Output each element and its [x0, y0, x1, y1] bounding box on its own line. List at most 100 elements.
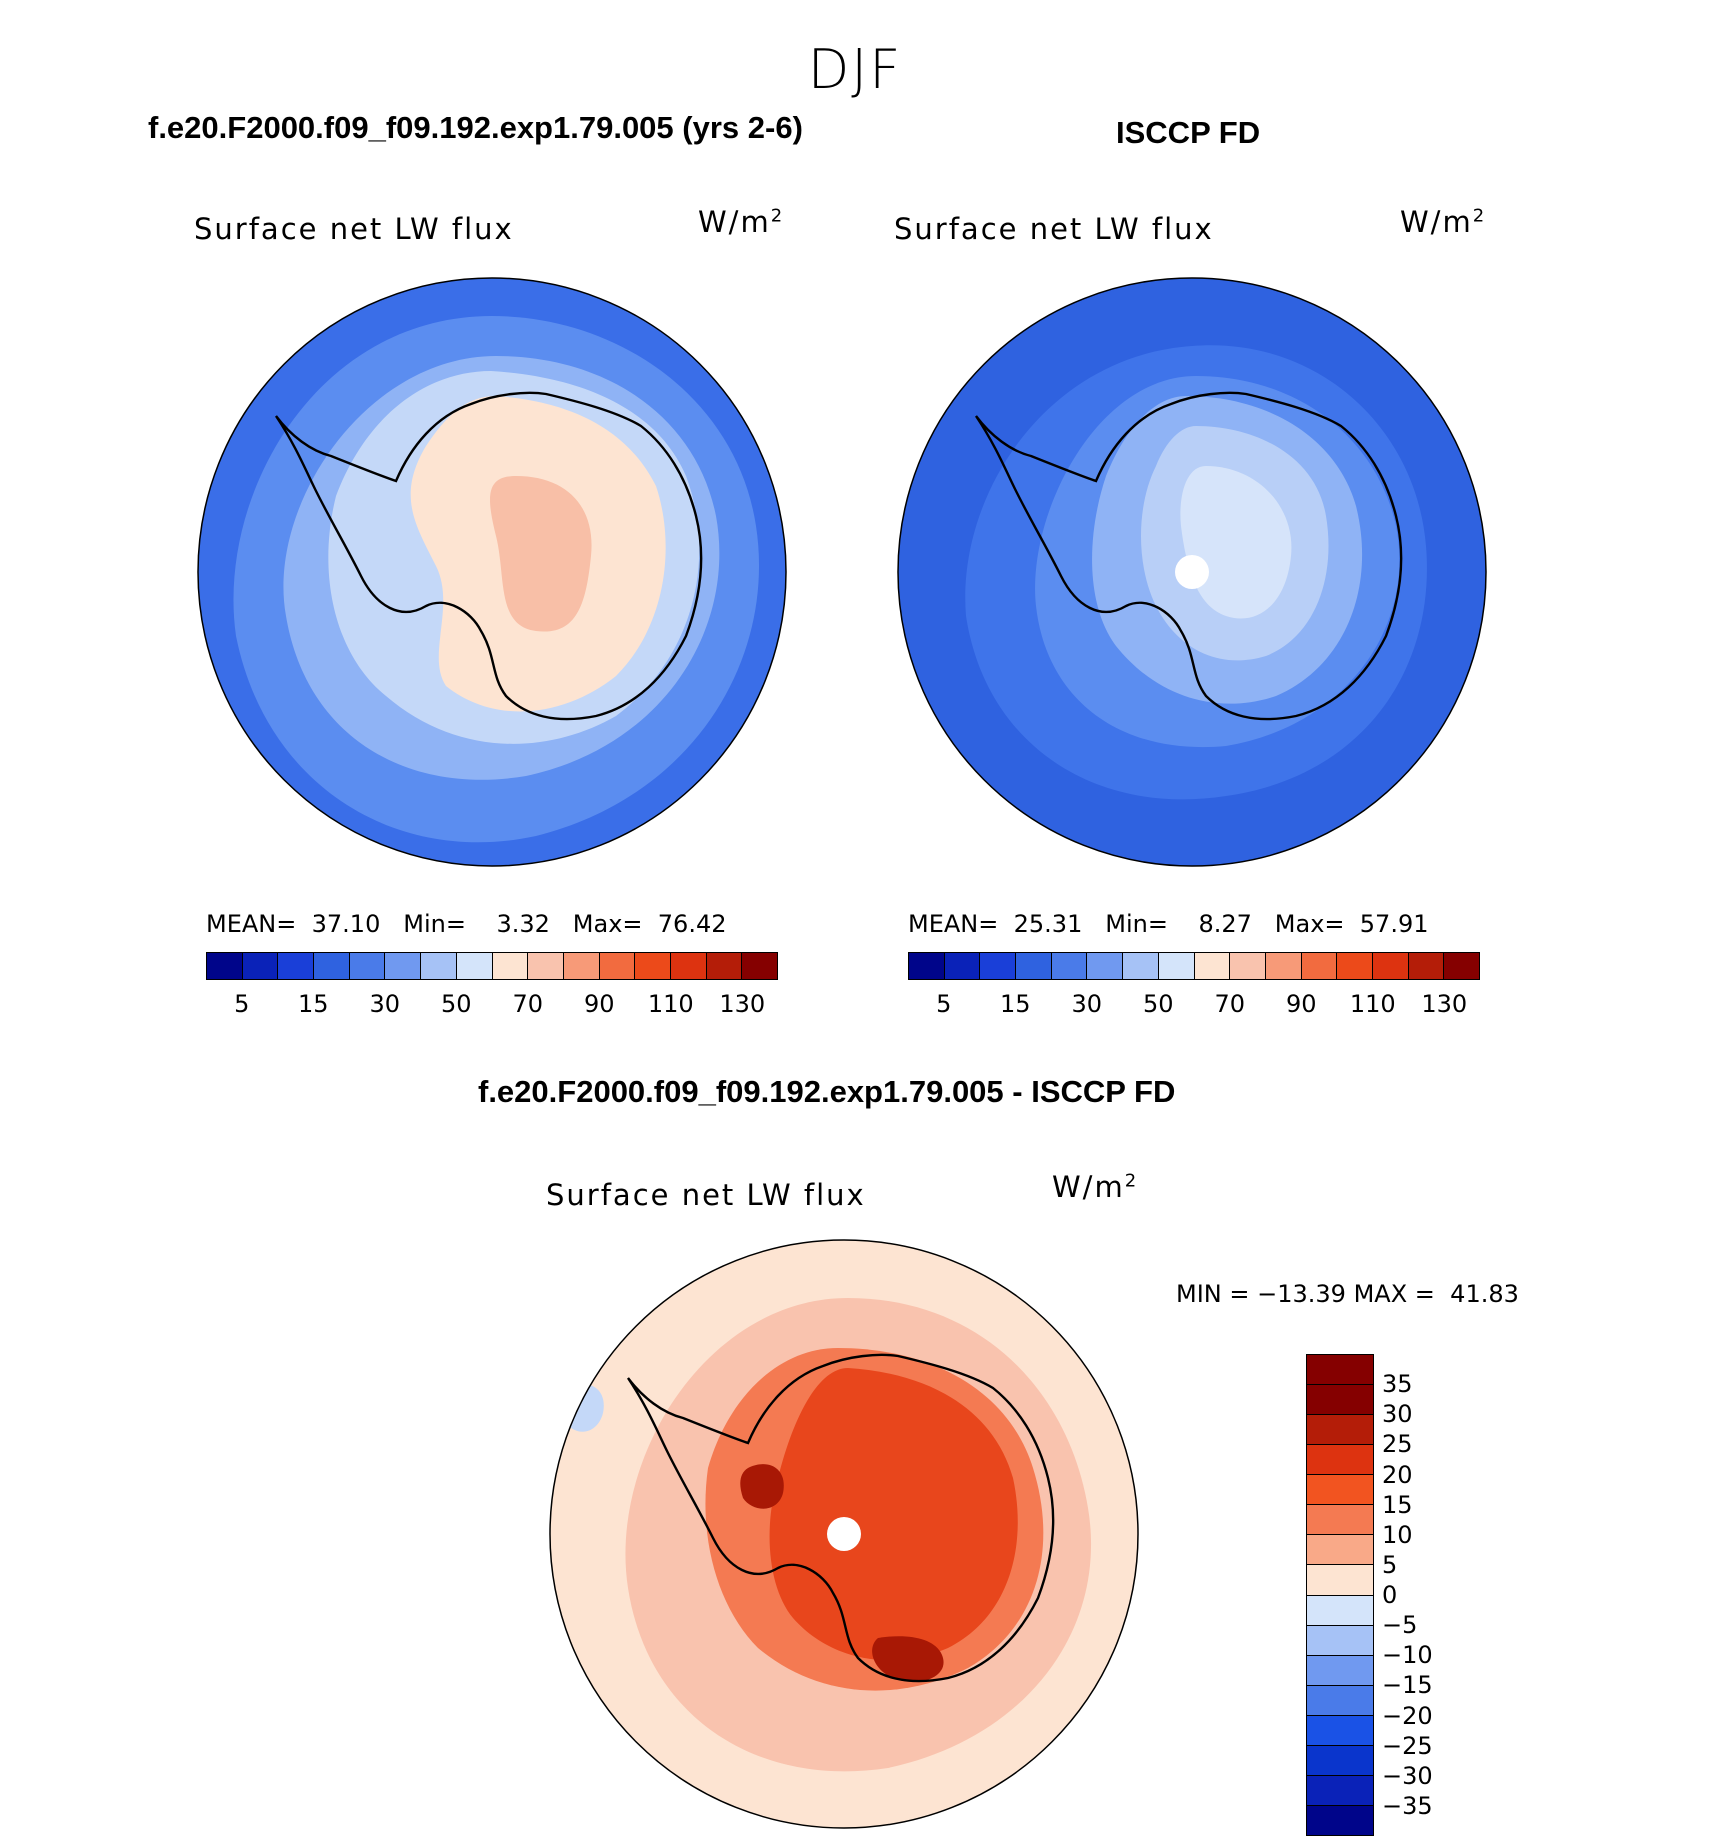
panel-1-colorbar-swatch — [455, 953, 492, 979]
diff-units-exp: 2 — [1124, 1170, 1139, 1192]
panel-1-colorbar — [206, 952, 778, 980]
diff-colorbar-swatch — [1307, 1804, 1373, 1835]
diff-colorbar-tick-label: −35 — [1382, 1791, 1433, 1820]
panel-1-coastline — [275, 391, 703, 721]
panel-1-max-value: 76.42 — [657, 910, 727, 938]
panel-1-polar-map — [197, 277, 787, 867]
diff-colorbar-tick-label: 10 — [1382, 1520, 1413, 1549]
diff-colorbar-swatch — [1307, 1444, 1373, 1475]
panel-2-colorbar-tick-label: 50 — [1142, 990, 1174, 1018]
diff-map-border — [549, 1239, 1139, 1829]
panel-1-min-label: Min= — [403, 910, 466, 938]
panel-1-variable-label: Surface net LW flux — [194, 212, 514, 246]
panel-1-colorbar-swatch — [313, 953, 349, 979]
panel-1-colorbar-swatch — [420, 953, 456, 979]
diff-units-base: W/m — [1052, 1170, 1125, 1204]
diff-colorbar-tick-label: −10 — [1382, 1641, 1433, 1670]
diff-colorbar-tick-label: 15 — [1382, 1490, 1413, 1519]
panel-2-colorbar-swatch — [1122, 953, 1158, 979]
diff-colorbar-ticks: 35 30 25 20 15 10 5 0 −5 −10 −15 −20 −25 −30 −35 — [1382, 1354, 1472, 1836]
diff-colorbar-swatch — [1307, 1684, 1373, 1715]
panel-1-colorbar-swatch — [207, 953, 242, 979]
diff-colorbar-swatch — [1307, 1594, 1373, 1625]
diff-pole-mask — [827, 1517, 861, 1551]
panel-1-mean-label: MEAN= — [206, 910, 297, 938]
panel-1-colorbar-swatch — [527, 953, 563, 979]
panel-2-colorbar-swatch — [1050, 953, 1087, 979]
diff-colorbar-swatch — [1307, 1504, 1373, 1535]
panel-1-colorbar-swatch — [705, 953, 742, 979]
diff-colorbar-swatch — [1307, 1474, 1373, 1505]
panel-1-colorbar-tick-label: 70 — [512, 990, 544, 1018]
panel-2-colorbar-tick-label: 5 — [936, 990, 952, 1018]
panel-1-mean-value: 37.10 — [311, 910, 381, 938]
diff-colorbar-tick-label: −20 — [1382, 1701, 1433, 1730]
diff-coastline — [627, 1353, 1055, 1683]
panel-1-colorbar-tick-label: 15 — [297, 990, 329, 1018]
panel-1-colorbar-swatch — [241, 953, 278, 979]
panel-1-colorbar-swatch — [348, 953, 385, 979]
panel-1-colorbar-tick-label: 110 — [647, 990, 694, 1018]
diff-colorbar-tick-label: −5 — [1382, 1611, 1418, 1640]
panel-1-colorbar-tick-label: 90 — [583, 990, 615, 1018]
panel-2-colorbar-swatch — [1407, 953, 1444, 979]
diff-colorbar — [1306, 1354, 1374, 1836]
panel-2-colorbar-ticks: 5 15 30 50 70 90 110 130 — [908, 990, 1480, 1020]
panel-2-colorbar-swatch — [1336, 953, 1372, 979]
panel-2-colorbar-swatch — [1264, 953, 1301, 979]
panel-2-coastline — [975, 391, 1403, 721]
panel-1-colorbar-tick-label: 5 — [234, 990, 250, 1018]
panel-2-polar-map — [897, 277, 1487, 867]
diff-units: W/m2 — [1052, 1170, 1138, 1204]
diff-colorbar-tick-label: −15 — [1382, 1671, 1433, 1700]
panel-2-colorbar-swatch — [1015, 953, 1051, 979]
panel-2-colorbar-swatch — [1086, 953, 1123, 979]
panel-1-colorbar-swatch — [491, 953, 528, 979]
panel-1-core — [490, 476, 592, 632]
panel-2-colorbar-tick-label: 110 — [1349, 990, 1396, 1018]
diff-colorbar-tick-label: 0 — [1382, 1581, 1398, 1609]
panel-1-units-exp: 2 — [770, 205, 785, 227]
panel-2-mean-value: 25.31 — [1013, 910, 1083, 938]
diff-polar-map — [549, 1239, 1139, 1829]
panel-2-colorbar-swatch — [1371, 953, 1408, 979]
diff-colorbar-swatch — [1307, 1744, 1373, 1775]
diff-max-label: MAX = — [1353, 1280, 1435, 1308]
panel-1-colorbar-swatch — [669, 953, 706, 979]
panel-1-stats: MEAN= 37.10 Min= 3.32 Max= 76.42 — [206, 910, 727, 938]
panel-2-colorbar-tick-label: 90 — [1285, 990, 1317, 1018]
panel-2-colorbar-swatch — [943, 953, 980, 979]
diff-title: f.e20.F2000.f09_f09.192.exp1.79.005 - IS… — [478, 1074, 1176, 1109]
diff-colorbar-tick-label: 20 — [1382, 1460, 1413, 1489]
panel-2-colorbar-swatch — [909, 953, 944, 979]
figure-title: DJF — [807, 38, 903, 101]
panel-2-colorbar-tick-label: 130 — [1421, 990, 1468, 1018]
panel-2-pole-mask — [1175, 555, 1209, 589]
panel-1-max-label: Max= — [572, 910, 643, 938]
panel-1-colorbar-tick-label: 30 — [369, 990, 401, 1018]
panel-2-colorbar-swatch — [1229, 953, 1265, 979]
panel-1-min-value: 3.32 — [496, 910, 550, 938]
panel-2-colorbar-swatch — [1300, 953, 1337, 979]
panel-2-colorbar-swatch — [1443, 953, 1479, 979]
diff-colorbar-swatch — [1307, 1414, 1373, 1445]
panel-2-colorbar-tick-label: 15 — [999, 990, 1031, 1018]
panel-2-units-base: W/m — [1400, 205, 1473, 239]
panel-2-colorbar-swatch — [1193, 953, 1230, 979]
panel-2-units-exp: 2 — [1472, 205, 1487, 227]
diff-stats: MIN = −13.39 MAX = 41.83 — [1176, 1280, 1519, 1308]
panel-1-colorbar-ticks: 5 15 30 50 70 90 110 130 — [206, 990, 778, 1020]
panel-2-mean-label: MEAN= — [908, 910, 999, 938]
panel-1-colorbar-swatch — [598, 953, 635, 979]
diff-colorbar-tick-label: 30 — [1382, 1400, 1413, 1429]
panel-2-max-label: Max= — [1274, 910, 1345, 938]
panel-2-units: W/m2 — [1400, 205, 1486, 239]
diff-min-label: MIN = — [1176, 1280, 1250, 1308]
diff-colorbar-tick-label: 5 — [1382, 1550, 1398, 1579]
panel-1-colorbar-swatch — [741, 953, 777, 979]
diff-interior — [769, 1368, 1018, 1661]
panel-1-colorbar-swatch — [634, 953, 670, 979]
panel-2-colorbar — [908, 952, 1480, 980]
diff-colorbar-swatch — [1307, 1564, 1373, 1595]
panel-2-stats: MEAN= 25.31 Min= 8.27 Max= 57.91 — [908, 910, 1429, 938]
